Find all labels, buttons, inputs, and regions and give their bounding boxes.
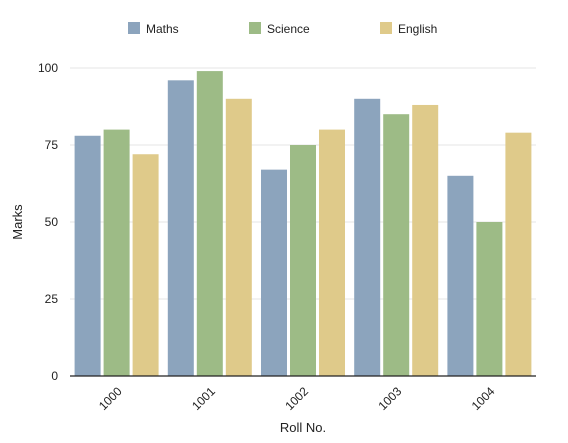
bar-english-1000 — [132, 154, 159, 376]
x-tick-label: 1001 — [189, 384, 218, 413]
bar-science-1000 — [103, 129, 130, 376]
y-tick-label: 25 — [45, 292, 59, 306]
y-tick-labels: 0 25 50 75 100 — [38, 61, 58, 383]
bar-science-1003 — [383, 114, 410, 376]
y-tick-label: 0 — [51, 369, 58, 383]
bar-english-1004 — [505, 132, 532, 376]
y-tick-label: 75 — [45, 138, 59, 152]
legend-swatch — [249, 22, 261, 34]
x-tick-label: 1000 — [96, 384, 125, 413]
x-tick-labels: 1000 1001 1002 1003 1004 — [96, 384, 498, 413]
bar-maths-1000 — [74, 135, 101, 376]
legend-item-science: Science — [249, 22, 310, 36]
bar-science-1001 — [196, 71, 223, 376]
legend-label: English — [398, 22, 437, 36]
x-axis-title: Roll No. — [280, 420, 326, 435]
x-tick-label: 1004 — [469, 384, 498, 413]
y-tick-label: 50 — [45, 215, 59, 229]
bar-maths-1003 — [354, 98, 381, 377]
bar-maths-1002 — [261, 169, 287, 376]
bar-english-1002 — [319, 129, 345, 376]
bar-maths-1004 — [447, 175, 474, 376]
x-tick-label: 1003 — [376, 384, 405, 413]
legend-label: Science — [267, 22, 310, 36]
legend-label: Maths — [146, 22, 179, 36]
bar-science-1004 — [476, 222, 503, 376]
bars — [74, 71, 532, 377]
legend-swatch — [128, 22, 140, 34]
legend-swatch — [380, 22, 392, 34]
legend-item-english: English — [380, 22, 437, 36]
bar-english-1001 — [225, 98, 252, 377]
x-tick-label: 1002 — [282, 384, 311, 413]
bar-science-1002 — [290, 145, 316, 376]
y-axis-title: Marks — [10, 204, 25, 240]
bar-english-1003 — [412, 104, 439, 377]
y-tick-label: 100 — [38, 61, 58, 75]
legend: Maths Science English — [128, 22, 437, 36]
bar-maths-1001 — [167, 80, 194, 376]
legend-item-maths: Maths — [128, 22, 179, 36]
